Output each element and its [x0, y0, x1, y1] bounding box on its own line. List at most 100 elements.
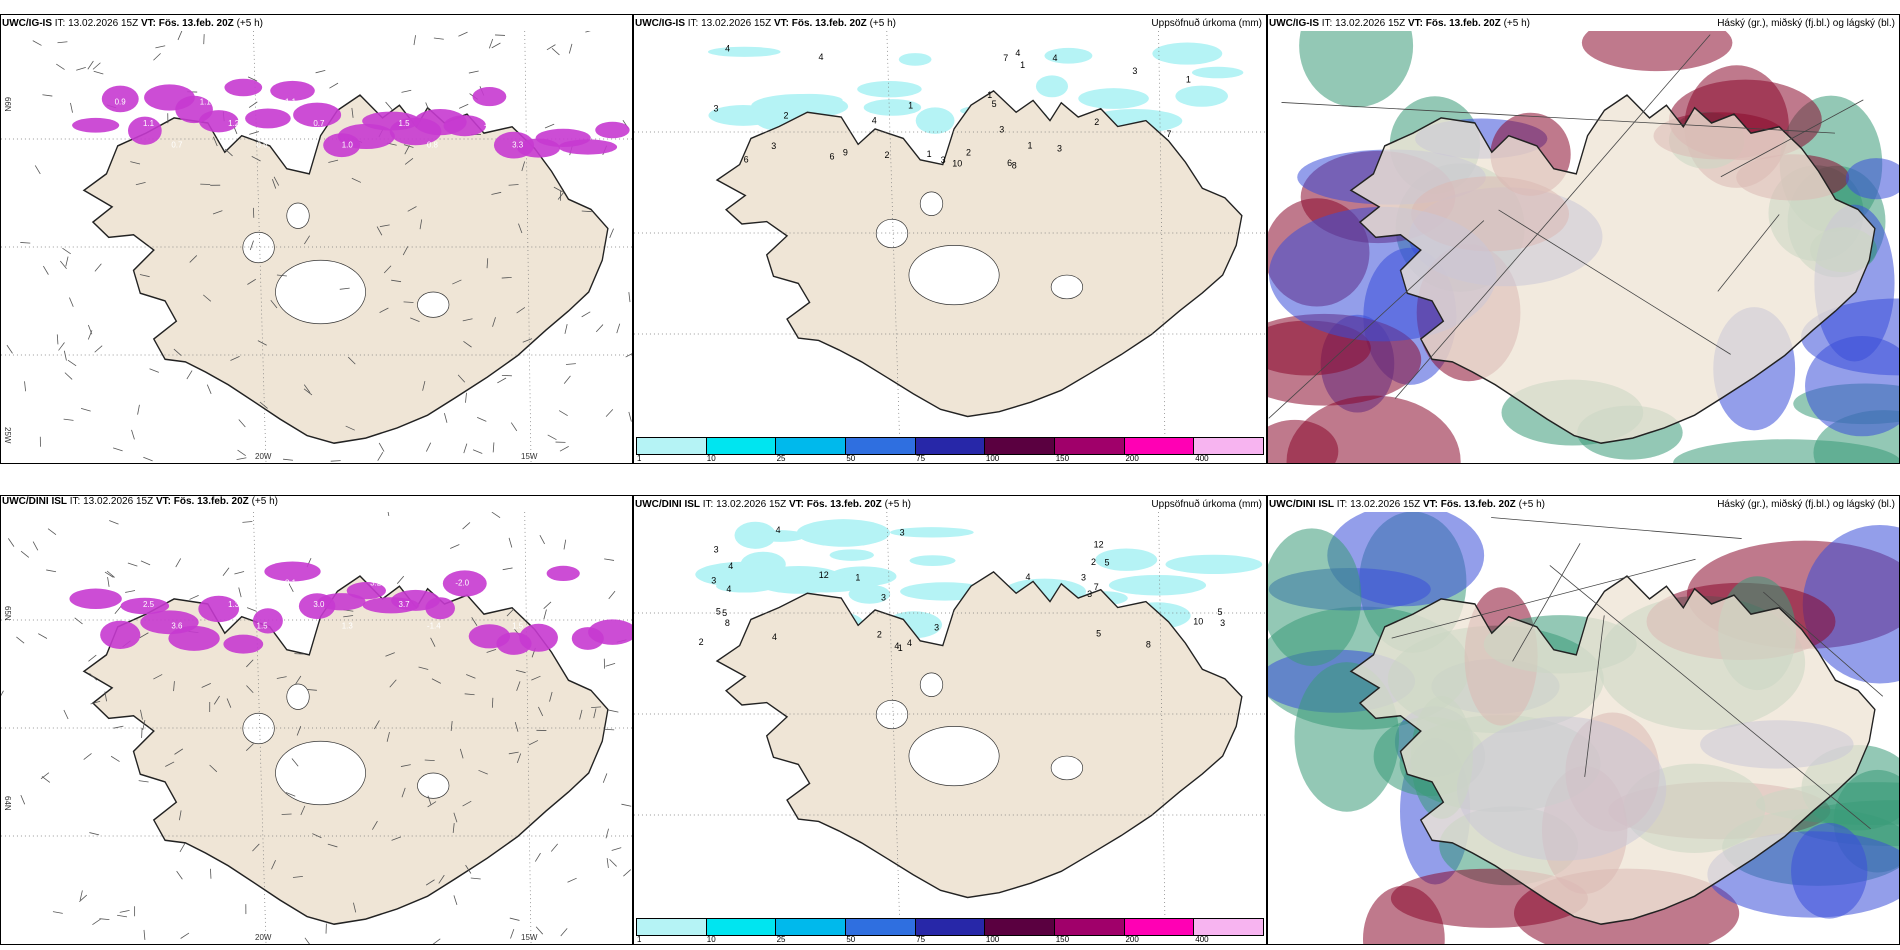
precip-value: 10 [952, 158, 962, 168]
wind-barb [444, 413, 448, 423]
wind-barb [538, 706, 544, 717]
wind-barb [327, 843, 338, 848]
wind-barb [345, 425, 355, 431]
grid-line [1584, 615, 1605, 777]
panel-header: UWC/DINI ISL IT: 13.02.2026 15Z VT: Fös.… [635, 499, 911, 510]
wind-barb [52, 911, 63, 914]
precip-area [863, 99, 922, 116]
wind-barb [63, 418, 74, 421]
wind-barb [391, 836, 402, 841]
value-label: 0.7 [171, 141, 183, 150]
cloud-map-canvas [1268, 512, 1899, 944]
legend-swatch [846, 438, 916, 454]
legend-tick: 200 [1125, 454, 1139, 463]
value-label: 1.5 [257, 622, 269, 631]
wind-barb [224, 148, 233, 157]
precip-area [1078, 88, 1149, 109]
lon-label-15w: 15W [521, 452, 538, 461]
wind-barb [283, 458, 294, 461]
precip-value: 1 [1186, 75, 1191, 85]
wind-barb [83, 753, 92, 760]
wind-barb [238, 419, 246, 428]
grid-line [1720, 99, 1864, 178]
glacier [919, 191, 944, 217]
glacier [875, 218, 909, 249]
precip-value: 7 [1003, 53, 1008, 63]
wind-barb [602, 773, 608, 783]
wind-barb [377, 451, 384, 461]
precip-value: 2 [885, 150, 890, 160]
wind-barb [372, 820, 378, 830]
wind-barb [203, 294, 212, 302]
wind-barb [385, 652, 395, 657]
precip-blob [100, 620, 141, 649]
wind-barb [515, 669, 526, 674]
wind-barb [180, 932, 190, 939]
wind-barb [270, 300, 278, 309]
precip-area [716, 580, 774, 593]
precip-blob [472, 87, 507, 107]
wind-barb [433, 37, 444, 40]
wind-barb [567, 877, 577, 883]
wind-barb [385, 101, 393, 110]
precip-area [1035, 75, 1069, 98]
value-label: 3.2 [370, 578, 382, 587]
wind-barb [425, 442, 432, 452]
wind-barb [213, 695, 220, 705]
wind-barb [63, 709, 69, 720]
wind-barb [508, 537, 513, 548]
wind-barb [206, 384, 212, 394]
wind-barb [628, 292, 631, 303]
wind-barb [303, 388, 313, 396]
wind-barb [32, 541, 39, 551]
value-label: 1.5 [399, 119, 411, 128]
wind-barb [230, 356, 240, 361]
legend-swatch [1124, 919, 1195, 935]
legend-tick: 50 [846, 935, 856, 944]
wind-barb [92, 918, 101, 925]
wind-barb [107, 576, 110, 587]
wind-barb [174, 748, 184, 755]
wind-barb [458, 31, 468, 37]
legend-swatch [915, 438, 986, 454]
wind-barb [581, 210, 592, 213]
legend-swatch [1124, 438, 1195, 454]
value-label: 0.7 [313, 119, 325, 128]
lon-label-20w: 20W [255, 452, 272, 461]
wind-barb [252, 843, 260, 852]
value-label: 0.8 [427, 141, 439, 150]
wind-barb [138, 780, 149, 783]
legend-tick: 75 [916, 454, 926, 463]
legend-tick: 400 [1195, 454, 1209, 463]
legend-tick: 400 [1195, 935, 1209, 944]
iceland-outline [1349, 575, 1876, 925]
wind-barb [465, 392, 467, 403]
wind-barb [7, 538, 15, 547]
wind-barb [6, 344, 13, 354]
panel-header: UWC/IG-IS IT: 13.02.2026 15Z VT: Fös. 13… [635, 18, 896, 29]
wind-barb [353, 902, 357, 913]
panel-header: UWC/DINI ISL IT: 13.02.2026 15Z VT: Fös.… [1269, 499, 1545, 510]
precip-value: 7 [1167, 129, 1172, 139]
wind-barb [99, 918, 110, 921]
wind-barb [142, 720, 146, 730]
precip-area [1095, 548, 1158, 571]
precip-value: 3 [881, 592, 886, 602]
wind-barb [616, 323, 621, 334]
precip-blob [558, 139, 618, 155]
wind-barb [521, 161, 526, 172]
lat-label-65n: 65N [3, 606, 12, 621]
wind-barb [70, 102, 73, 113]
wind-barb [125, 590, 136, 593]
glacier [1050, 755, 1084, 781]
legend-swatch [706, 919, 777, 935]
precip-blob [346, 582, 386, 600]
precip-area [1175, 85, 1228, 107]
precip-value: 3 [900, 528, 905, 538]
wind-barb [609, 859, 617, 867]
precip-blob [337, 123, 395, 150]
wind-barb [506, 608, 515, 617]
wind-barb [383, 265, 392, 274]
wind-barb [463, 341, 472, 348]
